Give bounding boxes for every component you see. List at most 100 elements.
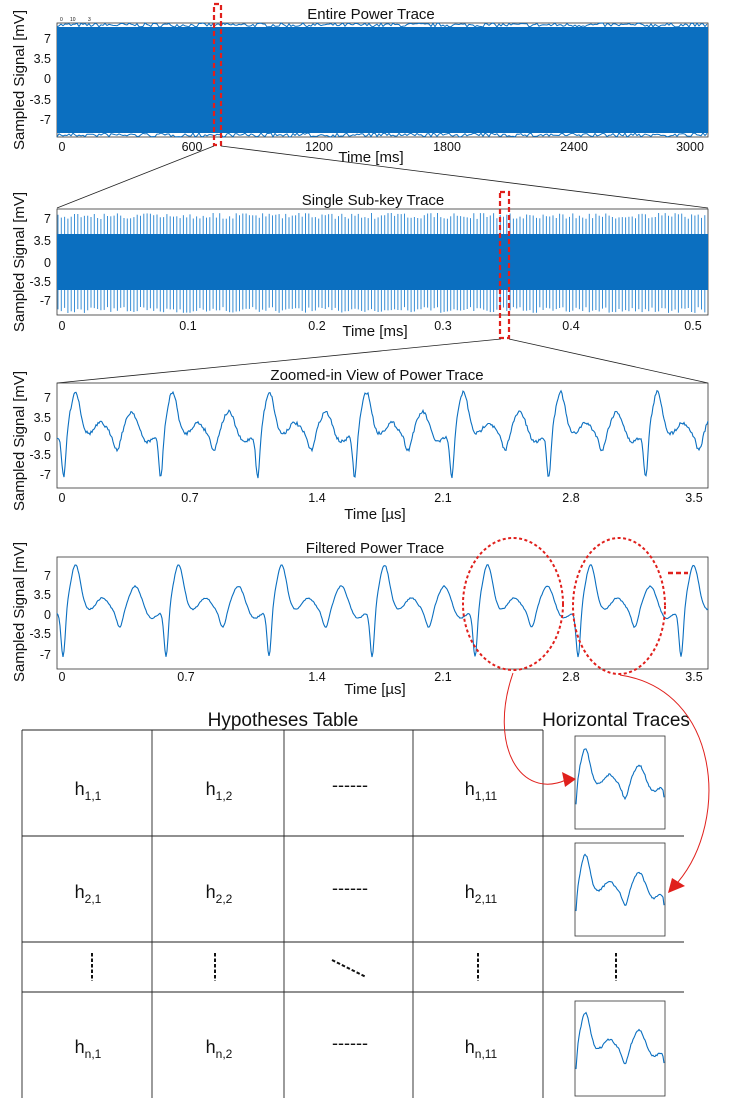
thumb-trace-line: [575, 748, 665, 805]
y-tick: -3.5: [29, 448, 51, 462]
table-cell-ellipsis: ------: [332, 878, 368, 898]
table-cell-h-1-2: h1,2: [206, 779, 233, 803]
table-cell-h-2-11: h2,11: [465, 882, 498, 906]
panel-filtered-title: Filtered Power Trace: [306, 540, 444, 557]
table-cell-h-2-1: h2,1: [75, 882, 102, 906]
y-tick: 0: [44, 608, 51, 622]
entire-selection-box: [212, 2, 223, 147]
y-tick: -7: [40, 648, 51, 662]
thumb-trace-line: [575, 853, 665, 912]
panel-filtered-yticks: 7 3.5 0 -3.5 -7: [29, 569, 51, 662]
y-tick: 7: [44, 212, 51, 226]
panel-subkey: Single Sub-key Trace 7 3.5 0 -3.5 -7 0 0…: [11, 190, 709, 340]
horizontal-trace-thumb-n: [574, 1000, 666, 1097]
panel-zoom-axes: [56, 382, 709, 489]
x-tick: 0.2: [308, 319, 325, 333]
panel-zoom-xlabel: Time [µs]: [344, 506, 405, 523]
x-tick: 0.1: [179, 319, 196, 333]
x-tick: 0: [59, 140, 66, 154]
hypotheses-table-title: Hypotheses Table: [208, 710, 359, 731]
y-tick: -3.5: [29, 275, 51, 289]
x-tick: 2.1: [434, 670, 451, 684]
x-tick: 0.7: [181, 491, 198, 505]
horizontal-trace-thumb-1: [574, 735, 666, 830]
thumb-frame: [574, 735, 666, 830]
panel-filtered-axes: [56, 556, 709, 670]
y-tick: 7: [44, 569, 51, 583]
x-tick: 2400: [560, 140, 588, 154]
panel-filtered-xticks: 0 0.7 1.4 2.1 2.8 3.5: [59, 670, 703, 684]
table-grid: [21, 729, 684, 1098]
panel-zoom-xticks: 0 0.7 1.4 2.1 2.8 3.5: [59, 491, 703, 505]
y-tick: -7: [40, 294, 51, 308]
entire-trace-fill: [57, 27, 708, 133]
y-tick: 0: [44, 72, 51, 86]
y-tick: 3.5: [34, 411, 51, 425]
panel-subkey-title: Single Sub-key Trace: [302, 192, 445, 209]
x-tick: 1200: [305, 140, 333, 154]
x-tick: 3.5: [685, 491, 702, 505]
thumb-frame: [574, 1000, 666, 1097]
zoom-line-left-1: [56, 145, 215, 209]
y-tick: 7: [44, 391, 51, 405]
y-tick: 3.5: [34, 234, 51, 248]
filtered-trace-line: [56, 563, 709, 658]
x-tick: 2.1: [434, 491, 451, 505]
highlight-ellipse-1: [462, 537, 564, 671]
panel-filtered: Filtered Power Trace 7 3.5 0 -3.5 -7 0 0…: [11, 537, 709, 698]
y-tick: 0: [44, 256, 51, 270]
panel-entire-ylabel: Sampled Signal [mV]: [11, 10, 28, 150]
y-tick: 7: [44, 32, 51, 46]
panel-filtered-ylabel: Sampled Signal [mV]: [11, 542, 28, 682]
zoom-line-left-2: [56, 338, 502, 384]
y-tick: 3.5: [34, 588, 51, 602]
x-tick: 600: [182, 140, 203, 154]
subkey-selection-box: [498, 190, 511, 340]
horizontal-trace-thumb-2: [574, 842, 666, 937]
table-cell-ellipsis: ------: [332, 775, 368, 795]
y-tick: -7: [40, 113, 51, 127]
ellipsis-row: [91, 953, 617, 981]
panel-filtered-xlabel: Time [µs]: [344, 681, 405, 698]
corner-tick-2: 3: [88, 17, 91, 23]
x-tick: 0.4: [562, 319, 579, 333]
x-tick: 0.7: [177, 670, 194, 684]
panel-zoom: Zoomed-in View of Power Trace 7 3.5 0 -3…: [11, 367, 709, 523]
y-tick: -7: [40, 468, 51, 482]
x-tick: 1.4: [308, 491, 325, 505]
x-tick: 2.8: [562, 670, 579, 684]
zoom-line-right-2: [508, 338, 709, 384]
arrow-head-2: [668, 878, 685, 893]
x-tick: 0.5: [684, 319, 701, 333]
corner-tick-0: 0: [60, 17, 63, 23]
panel-entire-xlabel: Time [ms]: [338, 149, 403, 166]
x-tick: 3000: [676, 140, 704, 154]
table-cell-h-2-2: h2,2: [206, 882, 233, 906]
panel-entire-yticks: 7 3.5 0 -3.5 -7: [29, 32, 51, 127]
x-tick: 1800: [433, 140, 461, 154]
x-tick: 1.4: [308, 670, 325, 684]
table-cell-h-n-11: hn,11: [465, 1037, 498, 1061]
arrow-head-1: [562, 772, 576, 787]
thumb-trace-line: [575, 1011, 665, 1070]
panel-subkey-xticks: 0 0.1 0.2 0.3 0.4 0.5: [59, 319, 702, 333]
panel-zoom-yticks: 7 3.5 0 -3.5 -7: [29, 391, 51, 482]
entire-trace-top-envelope: [56, 22, 708, 28]
table-cell-h-1-11: h1,11: [465, 779, 498, 803]
highlight-ellipse-2: [572, 537, 666, 675]
hypotheses-table: Hypotheses Table Horizontal Traces h1,1 …: [21, 672, 710, 1098]
subkey-trace-core: [57, 234, 708, 290]
corner-tick-1: 10: [70, 17, 76, 23]
panel-entire: Entire Power Trace 0 10 3 7 3.5 0 -3.5 -…: [11, 2, 709, 166]
x-tick: 0.3: [434, 319, 451, 333]
x-tick: 3.5: [685, 670, 702, 684]
panel-subkey-yticks: 7 3.5 0 -3.5 -7: [29, 212, 51, 308]
panel-zoom-title: Zoomed-in View of Power Trace: [270, 367, 483, 384]
table-cell-h-n-2: hn,2: [206, 1037, 233, 1061]
table-cell-h-n-1: hn,1: [75, 1037, 102, 1061]
y-tick: 0: [44, 430, 51, 444]
y-tick: -3.5: [29, 93, 51, 107]
thumb-frame: [574, 842, 666, 937]
y-tick: 3.5: [34, 52, 51, 66]
